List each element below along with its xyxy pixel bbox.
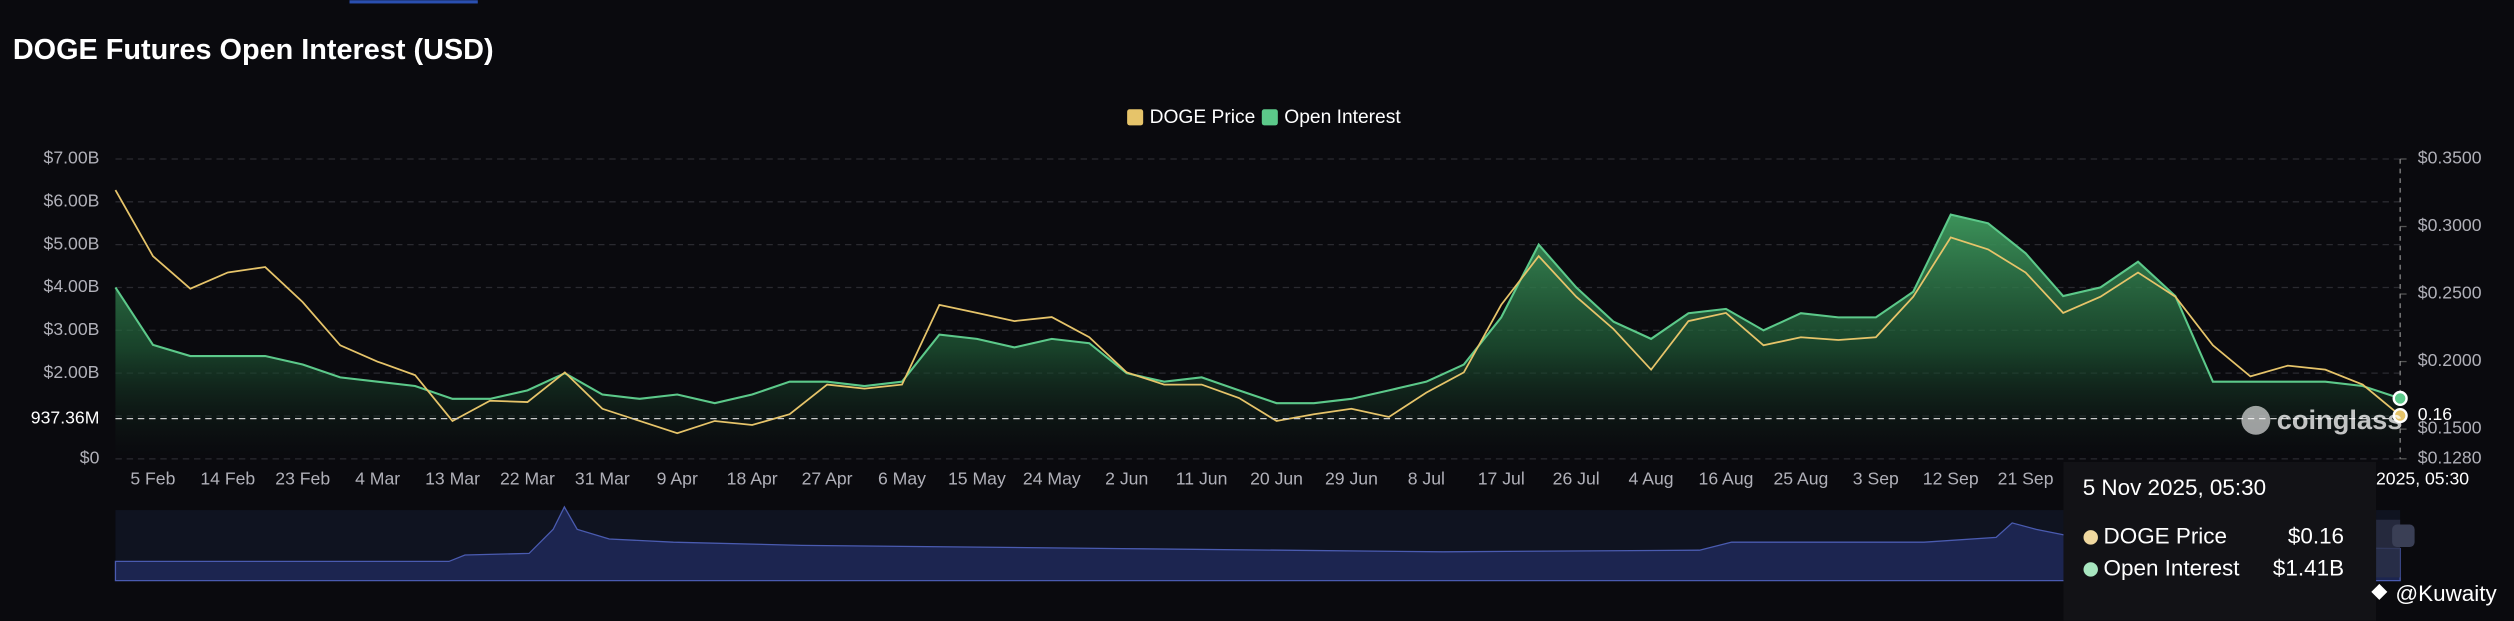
x-tick-label: 16 Aug: [1699, 468, 1754, 488]
x-tick-label: 20 Jun: [1250, 468, 1303, 488]
x-tick-label: 21 Sep: [1998, 468, 2054, 488]
y-tick-label: $0: [80, 447, 100, 467]
end-dot: [2392, 407, 2408, 424]
tooltip-title: 5 Nov 2025, 05:30: [2083, 475, 2266, 500]
end-dot: [2392, 390, 2408, 407]
legend-label: DOGE Price: [1150, 107, 1256, 128]
x-tick-label: 8 Jul: [1408, 468, 1445, 488]
x-tick-label: 13 Mar: [425, 468, 480, 488]
x-tick-label: 4 Aug: [1629, 468, 1674, 488]
y-tick-label: $2.00B: [44, 362, 100, 382]
watermark: coinglass: [2277, 404, 2403, 435]
y-tick-label: $6.00B: [44, 190, 100, 210]
tab-indicator: [349, 0, 478, 4]
legend-label: Open Interest: [1284, 107, 1401, 128]
x-tick-label: 25 Aug: [1773, 468, 1828, 488]
credit-icon: [2371, 583, 2388, 600]
x-tick-label: 24 May: [1023, 468, 1081, 488]
legend-swatch: [1261, 109, 1278, 126]
credit-text: @Kuwaity: [2395, 581, 2497, 606]
tooltip-oi-name: Open Interest: [2104, 555, 2241, 580]
price-line: [114, 189, 2401, 435]
x-tick-label: 17 Jul: [1478, 468, 1525, 488]
x-tick-label: 14 Feb: [200, 468, 255, 488]
chart-title: DOGE Futures Open Interest (USD): [13, 34, 494, 66]
x-tick-label: 9 Apr: [657, 468, 698, 488]
x-tick-label: 18 Apr: [727, 468, 778, 488]
tooltip-price-dot: [2083, 530, 2098, 545]
tooltip: 5 Nov 2025, 05:30 DOGE Price $0.16 Open …: [2063, 462, 2377, 621]
x-tick-label: 11 Jun: [1176, 468, 1228, 488]
x-tick-label: 3 Sep: [1853, 468, 1899, 488]
x-tick-label: 12 Sep: [1923, 468, 1979, 488]
plot-area: $0$1.00B$2.00B$3.00B$4.00B$5.00B$6.00B$7…: [12, 107, 2482, 488]
crosshair-y2-label: 0.16: [2418, 404, 2453, 424]
tooltip-price-name: DOGE Price: [2104, 523, 2227, 548]
y2-tick-label: $0.3000: [2418, 215, 2482, 235]
y-tick-label: $5.00B: [44, 233, 100, 253]
navigator: [114, 505, 2415, 582]
x-tick-label: 2 Jun: [1105, 468, 1148, 488]
y-tick-label: $7.00B: [44, 148, 100, 168]
x-tick-label: 27 Apr: [802, 468, 853, 488]
x-tick-label: 4 Mar: [355, 468, 400, 488]
x-tick-label: 6 May: [878, 468, 926, 488]
y-tick-label: $4.00B: [44, 276, 100, 296]
legend-swatch: [1127, 109, 1144, 126]
watermark-icon: [2241, 405, 2271, 435]
x-tick-label: 22 Mar: [500, 468, 555, 488]
x-tick-label: 29 Jun: [1325, 468, 1378, 488]
tooltip-box: [2063, 462, 2377, 621]
y-tick-label: $3.00B: [44, 319, 100, 339]
y2-tick-label: $0.1280: [2418, 447, 2482, 467]
tooltip-oi-value: $1.41B: [2273, 555, 2344, 580]
y2-tick-label: $0.1500: [2418, 418, 2482, 438]
y2-tick-label: $0.3500: [2418, 148, 2482, 168]
tooltip-price-value: $0.16: [2288, 523, 2344, 548]
oi-area: [115, 214, 2401, 459]
x-tick-label: 5 Feb: [130, 468, 175, 488]
y2-tick-label: $0.2000: [2418, 350, 2482, 370]
navigator-grip[interactable]: [2392, 524, 2415, 547]
x-tick-label: 23 Feb: [275, 468, 330, 488]
crosshair-y-label: 937.36M: [31, 407, 100, 427]
credit: @Kuwaity: [2371, 581, 2497, 606]
oi-line: [114, 213, 2401, 405]
x-tick-label: 15 May: [948, 468, 1006, 488]
tooltip-oi-dot: [2083, 562, 2098, 577]
crosshair-y-label-bg: [12, 405, 106, 432]
x-tick-label: 26 Jul: [1553, 468, 1600, 488]
x-tick-label: 31 Mar: [575, 468, 630, 488]
y2-tick-label: $0.2500: [2418, 283, 2482, 303]
